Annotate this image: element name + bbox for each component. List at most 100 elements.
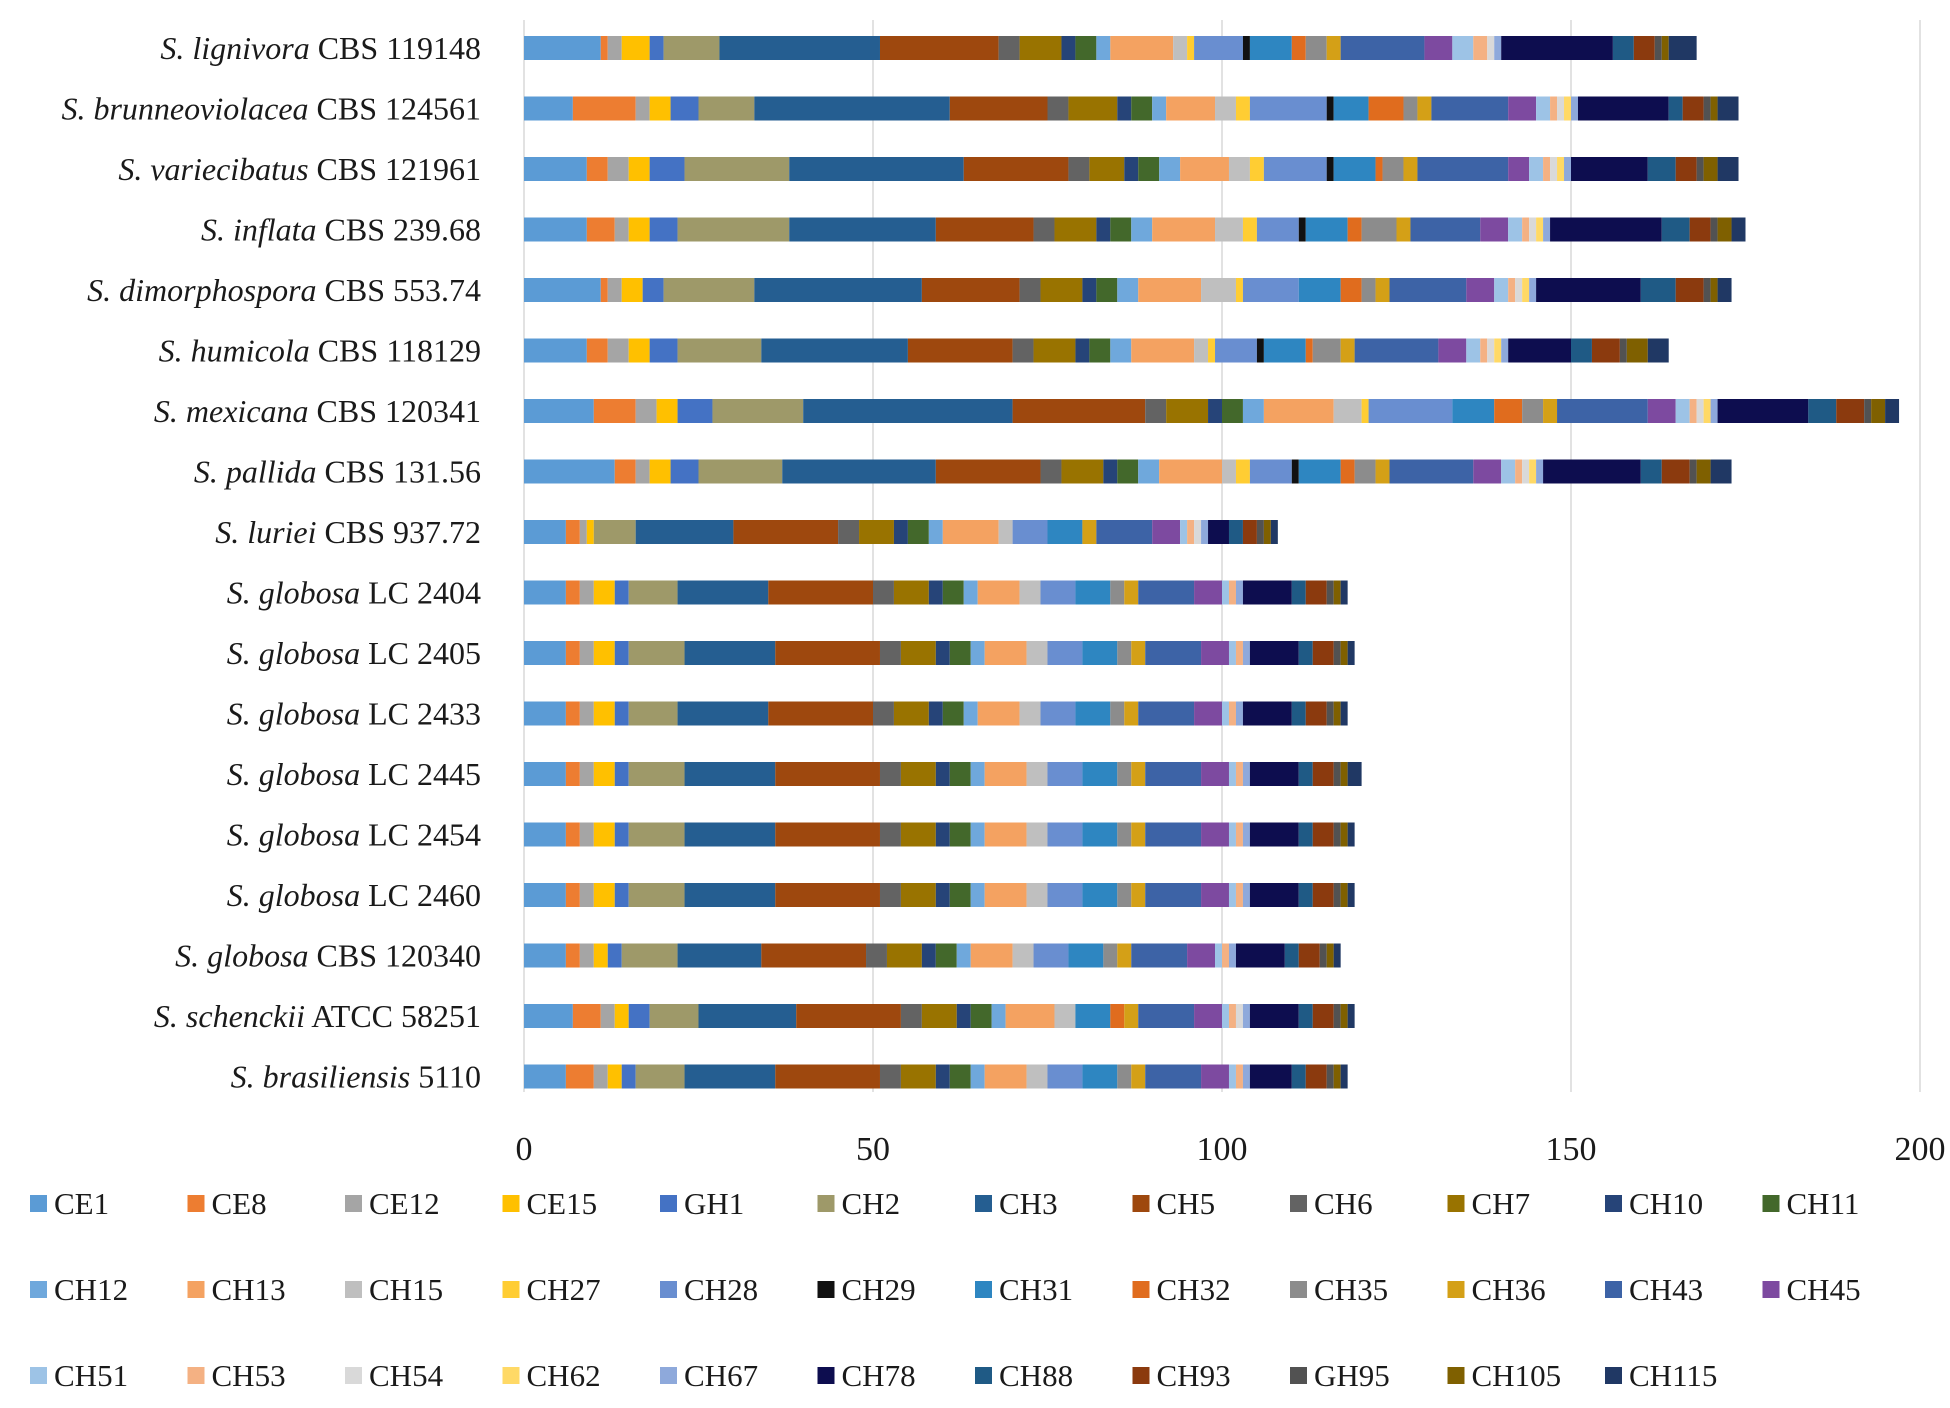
bar-segment-ch2 (712, 399, 804, 423)
bar-segment-ch6 (1033, 217, 1055, 242)
bar-segment-ch115 (1347, 1004, 1355, 1028)
legend-item-ch53: CH53 (187, 1358, 286, 1393)
bar-segment-ch5 (775, 641, 880, 665)
legend-item-ce12: CE12 (345, 1186, 440, 1221)
legend-swatch (345, 1281, 362, 1298)
bar-segment-ch88 (1298, 641, 1313, 665)
legend-swatch (187, 1195, 205, 1212)
bar-segment-ch36 (1375, 459, 1390, 484)
bar-segment-ch3 (698, 1004, 797, 1028)
bar-segment-ce8 (565, 580, 580, 605)
bar-segment-ch67 (1235, 701, 1243, 726)
category-label: S. globosa LC 2454 (227, 817, 481, 853)
bar-segment-gh1 (677, 399, 713, 423)
bar-segment-ch31 (1075, 580, 1111, 605)
bar-segment-ch5 (1012, 399, 1146, 423)
bar-segment-ch27 (1187, 36, 1195, 60)
bar-segment-ch12 (1242, 399, 1264, 423)
bar-segment-ch115 (1347, 883, 1355, 907)
bar-segment-ch93 (1242, 520, 1257, 544)
bar-segment-ch88 (1668, 96, 1683, 121)
genus: S. (175, 938, 207, 974)
bar-segment-ch15 (1026, 883, 1048, 907)
bar-segment-ch5 (907, 338, 1013, 363)
bar-segment-ch7 (893, 701, 929, 726)
bar-segment-ch62 (1557, 157, 1565, 181)
legend-item-ch27: CH27 (502, 1272, 601, 1307)
bar-segment-ce12 (607, 157, 629, 181)
bar-segment-ch78 (1235, 943, 1285, 968)
legend-label: CH6 (1314, 1186, 1373, 1221)
legend-swatch (1605, 1367, 1622, 1384)
bar-segment-ch93 (1312, 883, 1334, 907)
bar-segment-ch10 (1061, 36, 1076, 60)
bar-segment-ch2 (677, 338, 762, 363)
bar-segment-ch54 (1487, 338, 1495, 363)
bar-segment-ch10 (935, 883, 950, 907)
bar-segment-ch7 (1019, 36, 1062, 60)
legend-item-ch32: CH32 (1132, 1272, 1231, 1307)
x-tick-label: 200 (1895, 1131, 1946, 1168)
bar-segment-ch31 (1333, 157, 1376, 181)
bar-segment-ch3 (684, 822, 776, 847)
bar-segment-ch13 (1180, 157, 1229, 181)
bar-segment-ce12 (579, 822, 594, 847)
bar-segment-ch35 (1361, 217, 1397, 242)
bar-segment-ch43 (1138, 1004, 1195, 1028)
bar-segment-ch62 (1529, 459, 1537, 484)
bar-segment-ch12 (970, 822, 985, 847)
bar-segment-ch36 (1124, 1004, 1139, 1028)
bar-segment-ch31 (1298, 459, 1341, 484)
bar-segment-ce12 (600, 1004, 615, 1028)
bar-segment-ch43 (1145, 762, 1202, 786)
bar-segment-ce12 (579, 943, 594, 968)
bar-segment-ce8 (565, 883, 580, 907)
bar-segment-ch27 (1235, 278, 1243, 302)
bar-segment-ch88 (1284, 943, 1299, 968)
legend-label: CH11 (1787, 1186, 1860, 1221)
bar-segment-ch36 (1375, 278, 1390, 302)
legend-item-ch6: CH6 (1290, 1186, 1373, 1221)
legend-label: CH54 (369, 1358, 444, 1393)
x-tick-label: 150 (1546, 1131, 1597, 1168)
legend-label: CH78 (842, 1358, 916, 1393)
bar-segment-ch15 (1215, 96, 1236, 121)
bar-segment-ch2 (628, 701, 678, 726)
species: schenckii (186, 998, 305, 1034)
bar-segment-ch88 (1291, 580, 1306, 605)
legend-item-ch7: CH7 (1447, 1186, 1531, 1221)
bar-segment-ce8 (565, 641, 580, 665)
bar-segment-gh1 (628, 1004, 650, 1028)
bar-segment-ch11 (1110, 217, 1132, 242)
bar-segment-ch13 (1005, 1004, 1055, 1028)
bar-segment-ch105 (1333, 1064, 1341, 1089)
legend: CE1 CE8 CE12 CE15 GH1 CH2 CH3 CH5 CH6 CH7 CH10 CH11… (30, 1186, 1861, 1393)
legend-swatch (1447, 1281, 1465, 1298)
legend-label: CH7 (1472, 1186, 1531, 1221)
legend-item-ch115: CH115 (1605, 1358, 1717, 1393)
bar-segment-ch35 (1312, 338, 1341, 363)
bar-segment-ch11 (949, 762, 971, 786)
bar-segment-ch53 (1480, 338, 1488, 363)
bar-segment-ce15 (593, 822, 615, 847)
bar-segment-ch78 (1501, 36, 1613, 60)
bar-segment-ch28 (1047, 822, 1083, 847)
bar-segment-ch10 (935, 762, 950, 786)
bar-segment-ch45 (1201, 762, 1229, 786)
bar-segment-ch15 (1019, 580, 1041, 605)
species: globosa (259, 696, 360, 732)
bar-segment-ch7 (900, 883, 936, 907)
legend-swatch (1605, 1281, 1622, 1298)
bar-segment-ch3 (677, 943, 762, 968)
bar-segment-ch27 (1208, 338, 1216, 363)
legend-swatch (345, 1195, 362, 1212)
bar-segment-ch15 (1026, 762, 1048, 786)
bar-segment-ch3 (754, 96, 950, 121)
bar-segment-ce8 (572, 1004, 601, 1028)
bar-segment-ch43 (1145, 822, 1202, 847)
bar-segment-ch3 (684, 883, 776, 907)
bar-segment-ch28 (1047, 1064, 1083, 1089)
legend-swatch (1290, 1195, 1307, 1212)
bar-segment-ch2 (663, 278, 755, 302)
